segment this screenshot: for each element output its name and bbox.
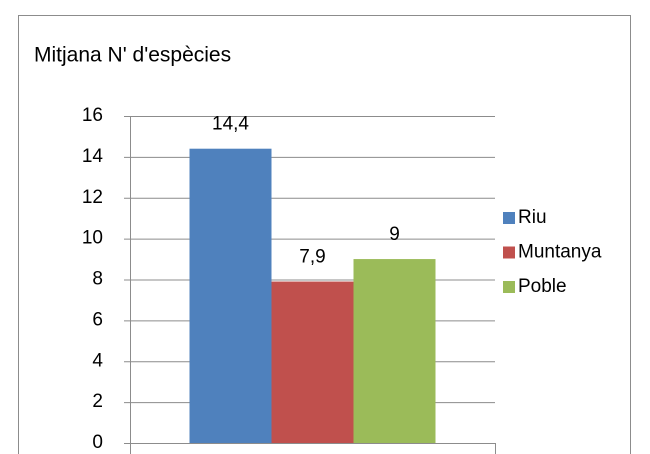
y-tick-label: 16 — [82, 105, 103, 126]
legend-swatch — [503, 212, 515, 224]
chart-title: Mitjana N' d'espècies — [34, 44, 231, 67]
bar — [353, 259, 436, 443]
legend-label: Muntanya — [518, 242, 602, 263]
y-tick-label: 4 — [92, 350, 103, 371]
y-tick-label: 10 — [82, 228, 103, 249]
legend-label: Riu — [518, 207, 547, 228]
data-label: 14,4 — [212, 114, 249, 135]
y-tick-label: 8 — [92, 269, 103, 290]
bar — [271, 281, 354, 443]
y-tick-label: 0 — [92, 432, 103, 453]
data-label: 9 — [389, 224, 400, 245]
legend-swatch — [503, 246, 515, 259]
legend-label: Poble — [518, 276, 567, 297]
legend-swatch — [503, 281, 515, 293]
y-tick-label: 2 — [92, 391, 103, 412]
y-tick-label: 14 — [82, 146, 104, 167]
data-label: 7,9 — [299, 247, 325, 268]
y-tick-label: 6 — [92, 309, 103, 330]
chart-frame — [18, 15, 631, 454]
bar — [189, 148, 272, 443]
y-tick-label: 12 — [82, 187, 103, 208]
